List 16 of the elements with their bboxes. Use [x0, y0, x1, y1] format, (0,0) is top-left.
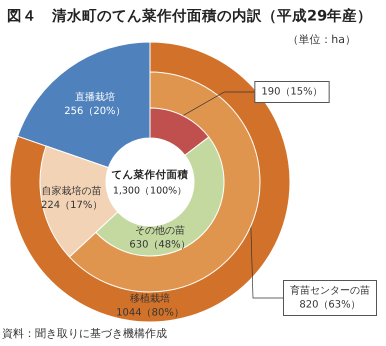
slice-label: 自家栽培の苗 — [42, 185, 102, 198]
data-label: 1044（80%） — [116, 308, 184, 318]
text: 1,300（100%） — [112, 186, 188, 196]
slice-label: 直播栽培 — [74, 91, 115, 104]
chart-title: 図４ 清水町のてん菜作付面積の内訳（平成29年産） — [7, 6, 372, 24]
text: 資料：聞き取りに基づき機構作成 — [2, 327, 167, 340]
data-label: 820（63%） — [299, 300, 361, 310]
data-label: 224（17%） — [41, 200, 102, 212]
data-label: 630（48%） — [129, 240, 191, 250]
text: てん菜作付面積 — [112, 168, 188, 181]
text: （単位：ha） — [287, 33, 356, 46]
slice-label: 育苗センターの苗 — [290, 284, 370, 296]
slice-label: 移植栽培 — [130, 292, 170, 304]
slice-label: その他の苗 — [135, 224, 185, 236]
data-label: 190（15%） — [261, 86, 323, 98]
data-label: 256（20%） — [64, 106, 126, 118]
